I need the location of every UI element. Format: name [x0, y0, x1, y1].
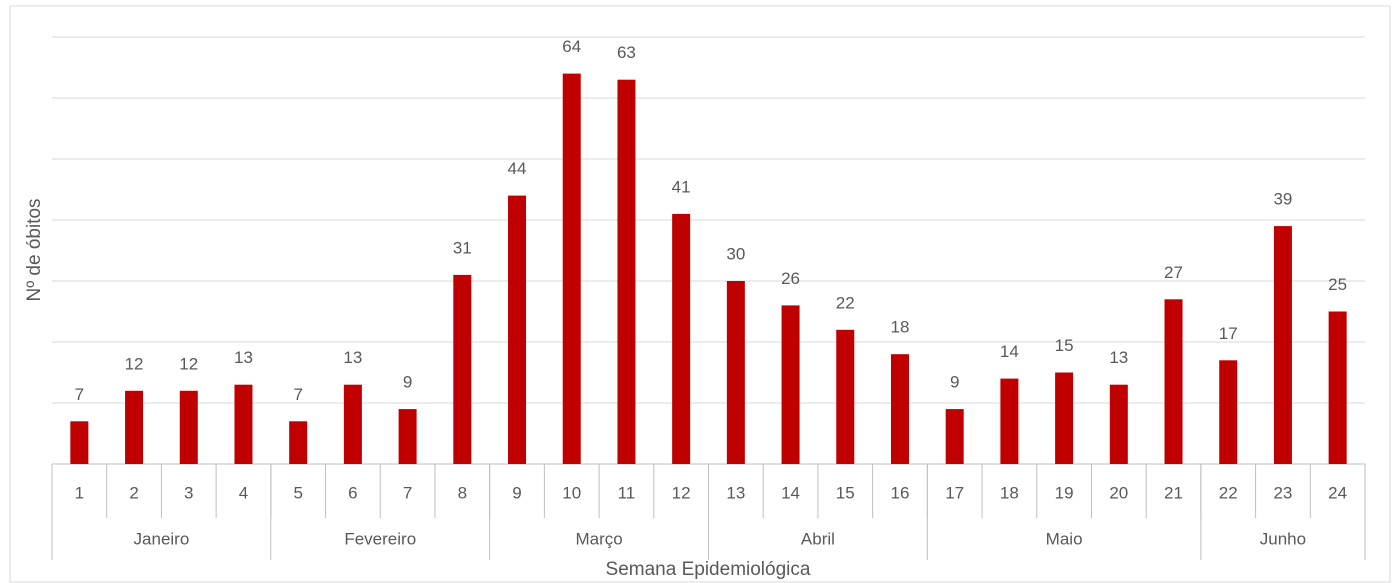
data-label: 63	[617, 43, 636, 62]
data-label: 25	[1328, 275, 1347, 294]
x-tick-label: 22	[1219, 483, 1238, 502]
data-label: 44	[508, 159, 527, 178]
x-tick-label: 14	[781, 483, 800, 502]
group-label: Fevereiro	[344, 529, 416, 548]
data-label: 17	[1219, 324, 1238, 343]
bar	[945, 409, 964, 464]
bar	[890, 354, 909, 464]
bar	[1109, 384, 1128, 464]
x-tick-label: 8	[458, 483, 467, 502]
x-tick-label: 6	[348, 483, 357, 502]
group-label: Março	[575, 529, 622, 548]
bar	[1055, 372, 1074, 464]
bar	[1164, 299, 1183, 464]
bar	[781, 305, 800, 464]
x-tick-label: 10	[562, 483, 581, 502]
group-label: Maio	[1046, 529, 1083, 548]
bar	[234, 384, 253, 464]
x-tick-label: 20	[1109, 483, 1128, 502]
data-label: 64	[562, 37, 581, 56]
bar	[562, 73, 581, 464]
data-label: 13	[1109, 348, 1128, 367]
data-label: 18	[891, 318, 910, 337]
x-tick-label: 5	[293, 483, 302, 502]
data-label: 9	[950, 373, 959, 392]
x-tick-label: 4	[239, 483, 248, 502]
data-label: 9	[403, 373, 412, 392]
x-tick-label: 9	[512, 483, 521, 502]
bar	[343, 384, 362, 464]
bar	[672, 213, 691, 464]
x-tick-label: 17	[945, 483, 964, 502]
group-label: Abril	[801, 529, 835, 548]
x-tick-label: 1	[75, 483, 84, 502]
data-label: 7	[293, 385, 302, 404]
data-label: 27	[1164, 263, 1183, 282]
x-tick-label: 2	[129, 483, 138, 502]
data-label: 41	[672, 177, 691, 196]
bar	[1000, 378, 1019, 464]
x-tick-label: 13	[726, 483, 745, 502]
data-label: 31	[453, 238, 472, 257]
data-label: 12	[125, 354, 144, 373]
x-tick-label: 16	[891, 483, 910, 502]
bar	[179, 390, 198, 464]
data-label: 13	[343, 348, 362, 367]
x-tick-label: 18	[1000, 483, 1019, 502]
x-tick-label: 3	[184, 483, 193, 502]
bar	[289, 421, 308, 464]
chart-border	[9, 5, 1391, 583]
x-tick-label: 11	[618, 483, 636, 502]
bar	[125, 390, 144, 464]
x-tick-label: 12	[672, 483, 691, 502]
bar	[836, 329, 855, 464]
bar	[453, 274, 472, 464]
bar	[70, 421, 89, 464]
data-label: 14	[1000, 342, 1019, 361]
x-tick-label: 21	[1164, 483, 1183, 502]
data-label: 30	[726, 244, 745, 263]
bar	[726, 281, 745, 464]
bar	[1219, 360, 1238, 464]
bar	[508, 195, 527, 464]
bar	[398, 409, 417, 464]
group-label: Junho	[1260, 529, 1306, 548]
data-label: 15	[1055, 336, 1074, 355]
data-label: 22	[836, 293, 855, 312]
x-tick-label: 23	[1273, 483, 1292, 502]
data-label: 26	[781, 269, 800, 288]
bar	[1328, 311, 1347, 464]
y-axis-title: Nº de óbitos	[24, 198, 45, 301]
data-label: 7	[75, 385, 84, 404]
data-label: 12	[179, 354, 198, 373]
x-tick-label: 7	[403, 483, 412, 502]
x-tick-label: 24	[1328, 483, 1347, 502]
bar	[1273, 226, 1292, 464]
group-label: Janeiro	[134, 529, 190, 548]
x-tick-label: 19	[1055, 483, 1074, 502]
data-label: 13	[234, 348, 253, 367]
x-tick-label: 15	[836, 483, 855, 502]
x-axis-title: Semana Epidemiológica	[606, 559, 811, 580]
data-label: 39	[1273, 190, 1292, 209]
bar	[617, 79, 636, 464]
